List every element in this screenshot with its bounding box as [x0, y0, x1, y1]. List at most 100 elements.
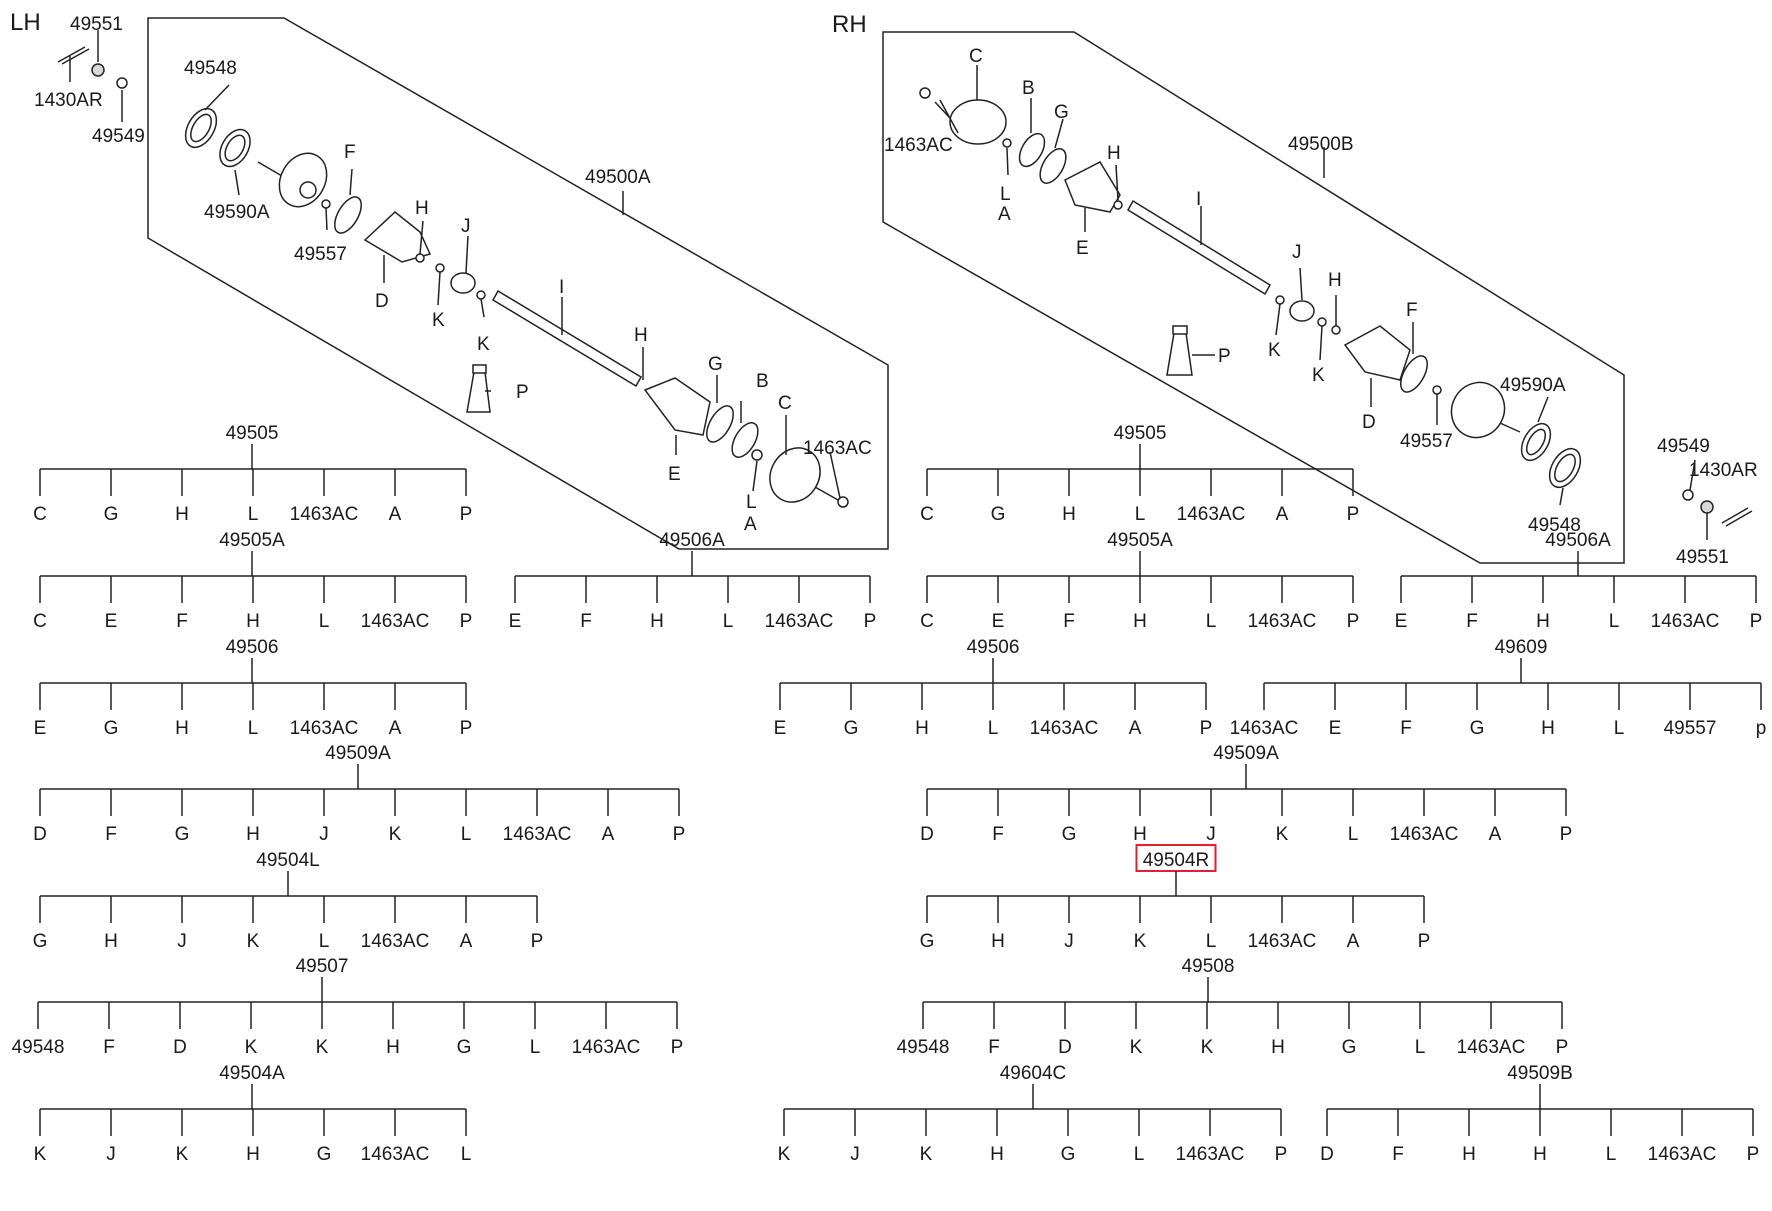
kit-component[interactable]: A	[1347, 931, 1360, 952]
kit-component[interactable]: E	[1395, 611, 1408, 632]
kit-component[interactable]: K	[34, 1144, 47, 1165]
kit-component[interactable]: 1463AC	[572, 1037, 641, 1058]
kit-component[interactable]: D	[1320, 1144, 1334, 1165]
kit-component[interactable]: 1463AC	[1248, 931, 1317, 952]
kit-component[interactable]: H	[246, 824, 260, 845]
kit-component[interactable]: P	[1750, 611, 1763, 632]
kit-component[interactable]: L	[1206, 931, 1217, 952]
kit-component[interactable]: G	[457, 1037, 472, 1058]
kit-component[interactable]: P	[460, 718, 473, 739]
kit-component[interactable]: J	[850, 1144, 860, 1165]
kit-component[interactable]: H	[1133, 824, 1147, 845]
kit-component[interactable]: 1463AC	[290, 504, 359, 525]
kit-component[interactable]: 1463AC	[1248, 611, 1317, 632]
kit-component[interactable]: 1463AC	[1030, 718, 1099, 739]
kit-component[interactable]: 1463AC	[290, 718, 359, 739]
kit-component[interactable]: L	[461, 1144, 472, 1165]
kit-component[interactable]: G	[1062, 824, 1077, 845]
kit-component[interactable]: K	[1134, 931, 1147, 952]
kit-component[interactable]: E	[509, 611, 522, 632]
kit-component[interactable]: E	[774, 718, 787, 739]
kit-component[interactable]: L	[319, 611, 330, 632]
kit-component[interactable]: 49548	[12, 1037, 65, 1058]
kit-component[interactable]: A	[1489, 824, 1502, 845]
kit-component[interactable]: P	[1560, 824, 1573, 845]
kit-component[interactable]: G	[920, 931, 935, 952]
kit-component[interactable]: H	[1533, 1144, 1547, 1165]
kit-component[interactable]: H	[175, 504, 189, 525]
kit-code[interactable]: 49504L	[256, 850, 319, 871]
kit-component[interactable]: K	[245, 1037, 258, 1058]
kit-component[interactable]: C	[33, 504, 47, 525]
kit-code[interactable]: 49505A	[219, 530, 285, 551]
kit-code[interactable]: 49504A	[219, 1063, 285, 1084]
kit-component[interactable]: F	[176, 611, 188, 632]
kit-component[interactable]: 1463AC	[503, 824, 572, 845]
kit-component[interactable]: G	[33, 931, 48, 952]
kit-component[interactable]: K	[920, 1144, 933, 1165]
kit-component[interactable]: E	[992, 611, 1005, 632]
kit-code[interactable]: 49509B	[1507, 1063, 1573, 1084]
kit-component[interactable]: G	[1061, 1144, 1076, 1165]
kit-component[interactable]: L	[248, 718, 259, 739]
kit-component[interactable]: P	[460, 504, 473, 525]
kit-component[interactable]: F	[580, 611, 592, 632]
kit-component[interactable]: K	[176, 1144, 189, 1165]
kit-component[interactable]: E	[1329, 718, 1342, 739]
kit-component[interactable]: 1463AC	[765, 611, 834, 632]
kit-component[interactable]: L	[1348, 824, 1359, 845]
kit-component[interactable]: 1463AC	[1176, 1144, 1245, 1165]
kit-component[interactable]: F	[103, 1037, 115, 1058]
kit-component[interactable]: F	[1392, 1144, 1404, 1165]
kit-code[interactable]: 49604C	[1000, 1063, 1067, 1084]
kit-component[interactable]: J	[1064, 931, 1074, 952]
kit-component[interactable]: H	[991, 931, 1005, 952]
kit-component[interactable]: L	[1206, 611, 1217, 632]
kit-component[interactable]: H	[104, 931, 118, 952]
kit-component[interactable]: H	[990, 1144, 1004, 1165]
kit-component[interactable]: 49548	[897, 1037, 950, 1058]
kit-component[interactable]: K	[247, 931, 260, 952]
kit-component[interactable]: G	[991, 504, 1006, 525]
kit-component[interactable]: D	[173, 1037, 187, 1058]
kit-component[interactable]: P	[671, 1037, 684, 1058]
kit-component[interactable]: A	[389, 718, 402, 739]
kit-component[interactable]: P	[864, 611, 877, 632]
kit-component[interactable]: P	[1275, 1144, 1288, 1165]
kit-component[interactable]: K	[1276, 824, 1289, 845]
kit-component[interactable]: K	[1201, 1037, 1214, 1058]
kit-component[interactable]: G	[844, 718, 859, 739]
kit-component[interactable]: P	[1747, 1144, 1760, 1165]
kit-component[interactable]: H	[650, 611, 664, 632]
kit-component[interactable]: H	[1462, 1144, 1476, 1165]
kit-component[interactable]: 1463AC	[361, 1144, 430, 1165]
kit-component[interactable]: L	[1614, 718, 1625, 739]
kit-component[interactable]: E	[105, 611, 118, 632]
kit-component[interactable]: F	[988, 1037, 1000, 1058]
kit-component[interactable]: L	[988, 718, 999, 739]
kit-code[interactable]: 49506A	[659, 530, 725, 551]
kit-component[interactable]: H	[1062, 504, 1076, 525]
kit-component[interactable]: L	[723, 611, 734, 632]
kit-component[interactable]: K	[316, 1037, 329, 1058]
kit-component[interactable]: p	[1756, 718, 1767, 739]
kit-component[interactable]: J	[106, 1144, 116, 1165]
kit-component[interactable]: P	[1200, 718, 1213, 739]
kit-component[interactable]: G	[1342, 1037, 1357, 1058]
kit-component[interactable]: L	[1134, 1144, 1145, 1165]
kit-component[interactable]: A	[1129, 718, 1142, 739]
kit-component[interactable]: L	[1606, 1144, 1617, 1165]
kit-component[interactable]: H	[915, 718, 929, 739]
kit-code[interactable]: 49509A	[1213, 743, 1279, 764]
kit-code[interactable]: 49506A	[1545, 530, 1611, 551]
kit-component[interactable]: H	[1133, 611, 1147, 632]
kit-component[interactable]: P	[1556, 1037, 1569, 1058]
kit-component[interactable]: C	[920, 504, 934, 525]
kit-component[interactable]: F	[1063, 611, 1075, 632]
kit-component[interactable]: 1463AC	[361, 611, 430, 632]
kit-component[interactable]: K	[389, 824, 402, 845]
kit-component[interactable]: 49557	[1664, 718, 1717, 739]
kit-component[interactable]: H	[1536, 611, 1550, 632]
kit-component[interactable]: G	[104, 504, 119, 525]
kit-component[interactable]: L	[1609, 611, 1620, 632]
